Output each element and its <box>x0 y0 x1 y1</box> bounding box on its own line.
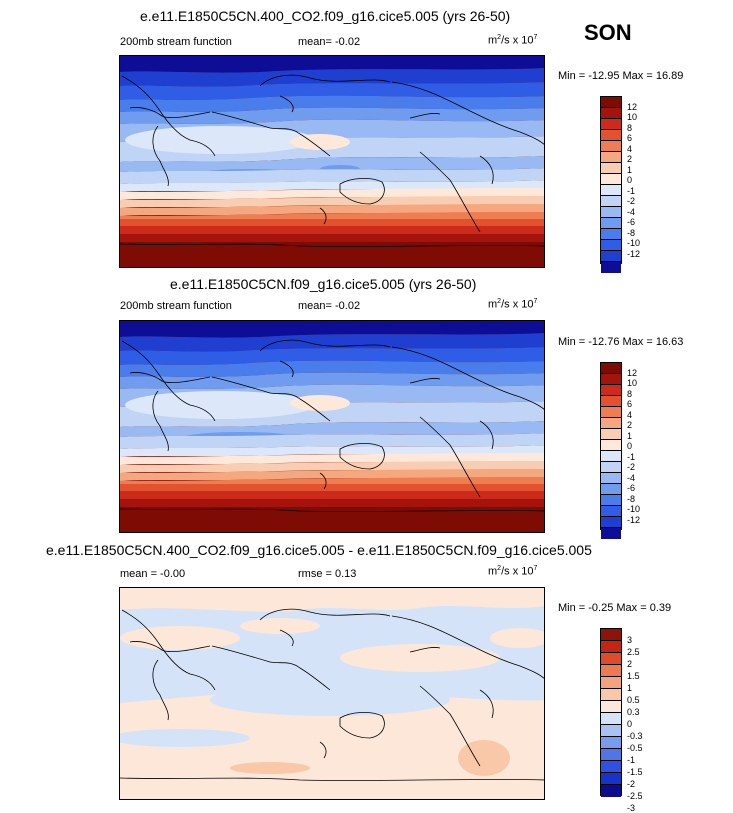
colorbar-tick-label: -8 <box>627 227 636 238</box>
colorbar-tick-label: -0.3 <box>627 731 643 741</box>
panel3-title: e.e11.E1850C5CN.400_CO2.f09_g16.cice5.00… <box>46 542 592 558</box>
panel3-map <box>119 587 545 800</box>
colorbar-tick-label: -2 <box>627 196 636 206</box>
colorbar-tick-label: 12 <box>627 367 638 378</box>
colorbar-tick-label: 3 <box>627 635 633 645</box>
colorbar-tick-label: -8 <box>627 493 636 504</box>
panel3-units: m2/s x 107 <box>488 565 538 578</box>
panel1-units: m2/s x 107 <box>488 34 538 47</box>
panel1-variable: 200mb stream function <box>120 36 232 48</box>
panel2-colorbar <box>600 362 622 539</box>
colorbar-tick-label: -3 <box>627 803 636 813</box>
colorbar-tick-label: -1.5 <box>627 767 643 777</box>
colorbar-tick-label: 0 <box>627 175 633 185</box>
colorbar-tick-label: 4 <box>627 409 633 420</box>
panel1-colorbar <box>600 96 622 273</box>
colorbar-tick-label: -4 <box>627 472 636 483</box>
colorbar-tick-label: 2 <box>627 154 633 164</box>
season-label: SON <box>584 20 632 45</box>
panel1-minmax: Min = -12.95 Max = 16.89 <box>558 70 684 82</box>
panel2-variable: 200mb stream function <box>120 300 232 312</box>
colorbar-tick-label: 8 <box>627 388 633 399</box>
colorbar-tick-label: -1 <box>627 755 636 765</box>
colorbar-tick-label: 12 <box>627 101 638 112</box>
colorbar-tick-label: -2.5 <box>627 791 643 801</box>
colorbar-tick-label: 6 <box>627 133 633 143</box>
colorbar-tick-label: 2 <box>627 659 633 669</box>
colorbar-tick-label: 2 <box>627 420 633 430</box>
panel2-mean: mean= -0.02 <box>298 300 361 312</box>
panel1-map <box>119 55 545 268</box>
colorbar-tick-label: 4 <box>627 143 633 154</box>
colorbar-tick-label: 0 <box>627 719 633 729</box>
colorbar-tick-label: 1.5 <box>627 671 640 681</box>
panel3-mean: mean = -0.00 <box>120 568 186 580</box>
colorbar-tick-label: 1 <box>627 164 633 175</box>
colorbar-tick-label: -10 <box>627 504 641 514</box>
panel2-minmax: Min = -12.76 Max = 16.63 <box>558 336 684 348</box>
colorbar-tick-label: -12 <box>627 514 641 525</box>
panel2-title: e.e11.E1850C5CN.f09_g16.cice5.005 (yrs 2… <box>170 276 477 292</box>
colorbar-tick-label: 0 <box>627 441 633 451</box>
colorbar-tick-label: -1 <box>627 185 636 196</box>
colorbar-tick-label: -4 <box>627 206 636 217</box>
panel1-mean: mean= -0.02 <box>298 36 361 48</box>
colorbar-tick-label: 10 <box>627 112 638 122</box>
colorbar-tick-label: -6 <box>627 217 636 227</box>
panel3-minmax: Min = -0.25 Max = 0.39 <box>558 602 672 614</box>
colorbar-tick-label: -12 <box>627 248 641 259</box>
panel3-rmse: rmse = 0.13 <box>298 568 357 580</box>
colorbar-tick-label: 10 <box>627 378 638 388</box>
panel2-units: m2/s x 107 <box>488 298 538 311</box>
colorbar-tick-label: -2 <box>627 462 636 472</box>
colorbar-tick-label: 1 <box>627 430 633 441</box>
colorbar-tick-label: -10 <box>627 238 641 248</box>
colorbar-tick-label: -2 <box>627 779 636 789</box>
colorbar-tick-label: 2.5 <box>627 647 640 657</box>
panel3-colorbar <box>600 628 622 797</box>
colorbar-tick-label: 1 <box>627 683 633 693</box>
panel2-map <box>119 320 545 533</box>
colorbar-tick-label: -0.5 <box>627 743 643 753</box>
colorbar-tick-label: 0.3 <box>627 707 640 717</box>
colorbar-tick-label: 6 <box>627 399 633 409</box>
colorbar-tick-label: -6 <box>627 483 636 493</box>
colorbar-tick-label: 8 <box>627 122 633 133</box>
panel1-title: e.e11.E1850C5CN.400_CO2.f09_g16.cice5.00… <box>140 8 511 24</box>
colorbar-tick-label: 0.5 <box>627 695 640 705</box>
colorbar-tick-label: -1 <box>627 451 636 462</box>
